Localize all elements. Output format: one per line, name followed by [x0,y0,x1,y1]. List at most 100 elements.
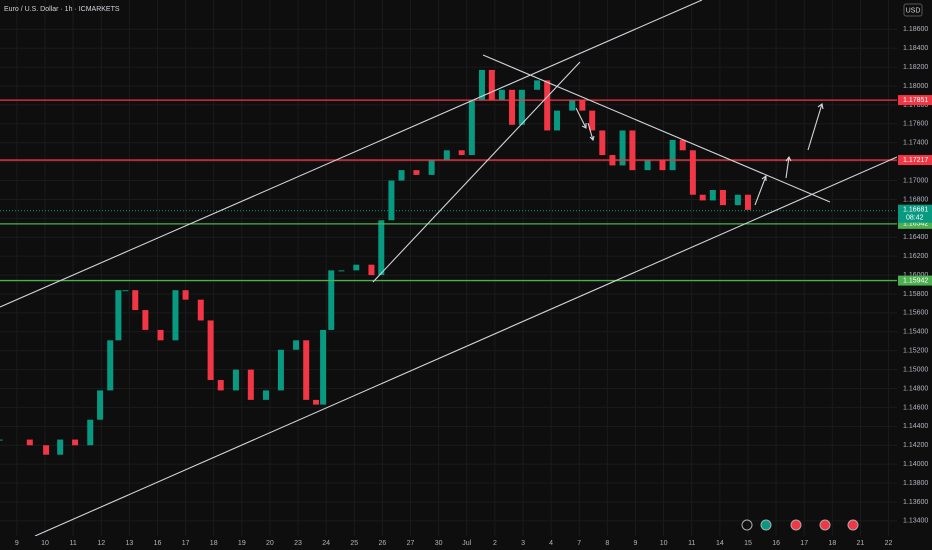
x-tick-label: 10 [660,540,668,547]
currency: USD [906,7,921,14]
candle [378,220,385,276]
x-tick-label: 16 [772,540,780,547]
candle [232,369,239,391]
candle [699,194,706,201]
x-tick-label: 21 [857,540,865,547]
icon[interactable] [760,519,772,531]
y-tick-label: 1.16200 [903,253,928,260]
x-tick-label: 11 [688,540,695,547]
y-tick-label: 1.17400 [903,140,928,147]
icon[interactable] [847,519,859,531]
y-tick-label: 1.15000 [903,366,928,373]
candle [217,380,224,391]
candle [57,439,64,455]
x-tick-label: 16 [154,540,162,547]
candle [644,159,651,171]
candle [458,150,465,156]
icon[interactable] [790,519,802,531]
candle [87,419,94,446]
candle [142,310,149,330]
x-tick-label: 17 [800,540,808,547]
y-tick-label: 1.15400 [903,329,928,336]
candle [157,329,164,341]
candle [509,89,516,125]
y-tick-label: 1.16000 [903,272,928,279]
x-tick-label: 4 [549,540,553,547]
icon[interactable] [741,519,753,531]
candle [320,329,327,405]
arrow [785,155,792,179]
x-tick-label: 19 [238,540,246,547]
arrow [575,107,587,129]
x-tick-label: 17 [182,540,190,547]
candle [26,439,33,446]
candle [709,190,716,201]
x-tick-label: 2 [493,540,497,547]
level-label-box [898,155,932,166]
candle [182,290,189,300]
x-tick-label: 10 [41,540,49,547]
price-axis [897,0,932,550]
current-price-box [898,204,932,223]
candle [338,270,345,272]
candle [744,194,751,210]
descending-line [482,54,831,203]
y-tick-label: 1.18200 [903,64,928,71]
arrow [807,103,824,151]
candle [679,139,686,151]
candle [589,110,596,131]
candle [43,445,50,455]
x-tick-label: 18 [210,540,218,547]
y-tick-label: 1.18600 [903,26,928,33]
candle [132,290,139,311]
x-tick-label: 14 [716,540,724,547]
grid [0,0,897,536]
y-tick-label: 1.17800 [903,102,928,109]
y-tick-label: 1.16800 [903,196,928,203]
candle [122,290,129,292]
x-tick-label: 13 [125,540,133,547]
y-tick-label: 1.13600 [903,499,928,506]
candle [554,110,561,131]
countdown: 08:42 [906,215,924,222]
y-tick-label: 1.16400 [903,234,928,241]
candle [579,100,586,111]
candle [659,159,666,171]
currency-box[interactable] [903,3,923,17]
candle [719,190,726,206]
candle [498,89,505,101]
y-tick-label: 1.18000 [903,83,928,90]
candle [197,299,204,321]
x-tick-label: 25 [350,540,358,547]
candle [689,150,696,195]
x-tick-label: 7 [577,540,581,547]
candle [734,194,741,206]
arrow [587,122,595,142]
toolbar-icons [741,519,859,531]
y-tick-label: 1.15200 [903,348,928,355]
candle [0,439,3,441]
candle [172,290,179,341]
candle [669,139,676,171]
level-label-box [898,275,932,286]
candle [488,69,495,101]
x-tick-label: 20 [266,540,274,547]
candle [544,80,551,131]
y-tick-label: 1.17000 [903,177,928,184]
candle [599,130,606,156]
candle [247,369,254,400]
x-tick-label: 23 [294,540,302,547]
candle [328,270,335,330]
icon[interactable] [819,519,831,531]
level-label: 1.16542 [903,221,928,228]
x-tick-label: 11 [69,540,76,547]
candle [263,390,270,400]
x-tick-label: 3 [521,540,525,547]
candle [97,390,104,420]
y-tick-label: 1.15800 [903,291,928,298]
candle [468,100,475,156]
level-label-box [898,218,932,229]
y-tick-label: 1.14800 [903,385,928,392]
level-label: 1.15942 [903,277,928,284]
candle [72,439,79,446]
